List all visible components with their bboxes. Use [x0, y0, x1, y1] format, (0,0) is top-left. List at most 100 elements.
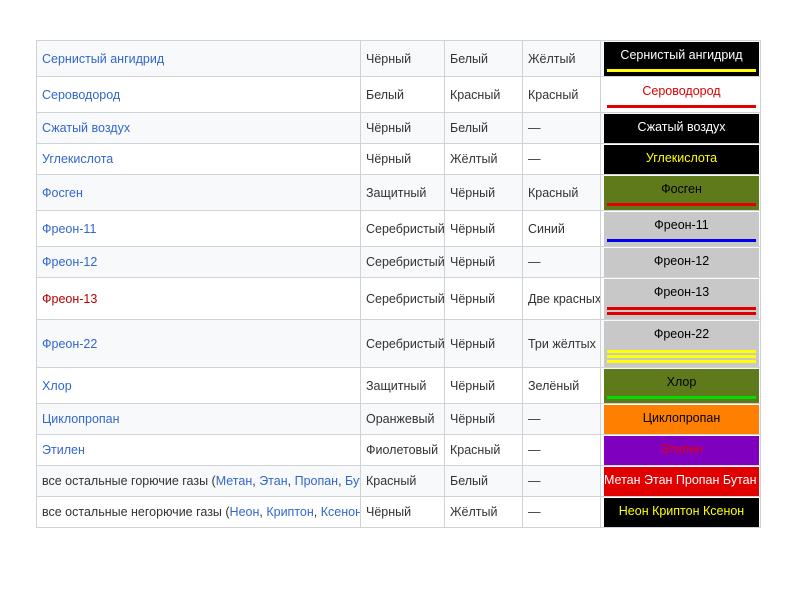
color-sample-label: Сероводород — [642, 83, 721, 98]
color-sample-cell: Сернистый ангидрид — [600, 40, 761, 77]
color-sample: Фреон-12 — [604, 247, 759, 277]
gas-name-link[interactable]: Ксенон — [320, 505, 361, 519]
stripe-color-cell: — — [522, 434, 601, 466]
paint-color-cell: Красный — [360, 465, 445, 497]
color-sample-label: Фреон-11 — [654, 217, 709, 232]
gas-name-cell: Этилен — [36, 434, 361, 466]
color-sample-label: Сжатый воздух — [637, 120, 726, 134]
link-separator: , — [338, 474, 346, 488]
gas-name-link[interactable]: Фреон-11 — [42, 221, 97, 236]
gas-name-link[interactable]: Фреон-12 — [42, 255, 98, 269]
gas-name-link[interactable]: Пропан — [294, 474, 339, 488]
table-row: Фреон-13 Серебристый Чёрный Две красных Фрео… — [36, 277, 761, 320]
gas-name-cell: Фреон-12 — [36, 246, 361, 278]
gas-name-link[interactable]: Метан — [215, 474, 253, 488]
color-sample-label: Хлор — [666, 374, 697, 389]
paint-color-cell: Серебристый — [360, 210, 445, 247]
table-row: все остальные негорючие газы (Неон, Крип… — [36, 496, 761, 528]
text-color-cell: Белый — [444, 112, 523, 144]
stripe-color-cell: Три жёлтых — [522, 319, 601, 368]
table-row: Углекислота Чёрный Жёлтый — Углекислота — [36, 143, 761, 175]
stripe-color-cell: — — [522, 246, 601, 278]
color-sample-cell: Фреон-22 — [600, 319, 761, 368]
color-sample-cell: Фреон-11 — [600, 210, 761, 247]
gas-name-link[interactable]: Этилен — [42, 443, 85, 457]
gas-name-link[interactable]: Бутан — [345, 474, 360, 488]
gas-name-link[interactable]: Фосген — [42, 185, 83, 200]
table-row: Фреон-11 Серебристый Чёрный Синий Фреон-11 — [36, 210, 761, 247]
color-sample-stripe — [607, 349, 756, 353]
color-sample-cell: Фосген — [600, 174, 761, 211]
table-row: Этилен Фиолетовый Красный — Этилен — [36, 434, 761, 466]
color-sample-stripe — [607, 306, 756, 310]
gas-name-link[interactable]: Неон — [229, 505, 260, 519]
color-sample-stripe — [607, 359, 756, 363]
color-sample-label: Сернистый ангидрид — [620, 47, 743, 62]
text-color-cell: Чёрный — [444, 403, 523, 435]
text-color-cell: Чёрный — [444, 210, 523, 247]
color-sample-label: Фреон-22 — [653, 326, 710, 341]
gas-name-link[interactable]: Фреон-22 — [42, 336, 98, 351]
table-row: Сернистый ангидрид Чёрный Белый Жёлтый Серни… — [36, 40, 761, 77]
color-sample-cell: Фреон-12 — [600, 246, 761, 278]
gas-name-link[interactable]: Циклопропан — [42, 412, 120, 426]
gas-name-link[interactable]: Криптон — [266, 505, 314, 519]
text-color-cell: Чёрный — [444, 174, 523, 211]
text-color-cell: Жёлтый — [444, 496, 523, 528]
gas-name-link[interactable]: Сернистый ангидрид — [42, 51, 165, 66]
color-sample: Метан Этан Пропан Бутан МАФ — [604, 466, 760, 496]
color-sample: Неон Криптон Ксенон — [604, 497, 759, 527]
table-row: Сероводород Белый Красный Красный Сероводоро… — [36, 76, 761, 113]
text-color-cell: Белый — [444, 465, 523, 497]
paint-color-cell: Чёрный — [360, 143, 445, 175]
gas-name-link[interactable]: Хлор — [42, 378, 72, 393]
gas-name-cell: Циклопропан — [36, 403, 361, 435]
gas-name-cell: Сернистый ангидрид — [36, 40, 361, 77]
text-color-cell: Чёрный — [444, 277, 523, 320]
paint-color-cell: Серебристый — [360, 277, 445, 320]
paint-color-cell: Фиолетовый — [360, 434, 445, 466]
gas-name-link[interactable]: Сжатый воздух — [42, 121, 131, 135]
stripe-color-cell: — — [522, 403, 601, 435]
gas-name-cell: Фосген — [36, 174, 361, 211]
color-sample-stripe — [607, 354, 756, 358]
paint-color-cell: Чёрный — [360, 496, 445, 528]
text-color-cell: Чёрный — [444, 246, 523, 278]
color-sample: Фреон-11 — [604, 211, 759, 246]
text-color-cell: Белый — [444, 40, 523, 77]
text-color-cell: Красный — [444, 434, 523, 466]
gas-name-cell: все остальные горючие газы (Метан, Этан,… — [36, 465, 361, 497]
color-sample-cell: Неон Криптон Ксенон — [600, 496, 761, 528]
stripe-color-cell: Красный — [522, 174, 601, 211]
gas-name-link[interactable]: Углекислота — [42, 152, 114, 166]
paint-color-cell: Белый — [360, 76, 445, 113]
color-sample-label: Метан Этан Пропан Бутан МАФ — [604, 473, 760, 487]
color-sample-cell: Циклопропан — [600, 403, 761, 435]
table-row: Фосген Защитный Чёрный Красный Фосген — [36, 174, 761, 211]
paint-color-cell: Чёрный — [360, 112, 445, 144]
text-color-cell: Жёлтый — [444, 143, 523, 175]
color-sample: Хлор — [604, 368, 759, 403]
gas-name-cell: Фреон-13 — [36, 277, 361, 320]
color-sample-cell: Метан Этан Пропан Бутан МАФ — [600, 465, 761, 497]
gas-name-cell: Сжатый воздух — [36, 112, 361, 144]
stripe-color-cell: Жёлтый — [522, 40, 601, 77]
gas-name-link[interactable]: Этан — [259, 474, 288, 488]
color-sample-cell: Углекислота — [600, 143, 761, 175]
gas-name-cell: Хлор — [36, 367, 361, 404]
stripe-color-cell: — — [522, 496, 601, 528]
color-sample-cell: Фреон-13 — [600, 277, 761, 320]
gas-name-link[interactable]: Фреон-13 — [42, 291, 98, 306]
gas-name-link[interactable]: Сероводород — [42, 87, 121, 102]
color-sample-label: Этилен — [660, 442, 703, 456]
link-separator: , — [252, 474, 260, 488]
color-sample-label: Углекислота — [645, 151, 718, 165]
table-row: Сжатый воздух Чёрный Белый — Сжатый воздух — [36, 112, 761, 144]
color-sample-stripe — [607, 395, 756, 399]
gas-name-cell: Углекислота — [36, 143, 361, 175]
table-row: все остальные горючие газы (Метан, Этан,… — [36, 465, 761, 497]
color-sample-stripe — [607, 311, 756, 315]
color-sample-label: Циклопропан — [642, 411, 721, 425]
stripe-color-cell: — — [522, 112, 601, 144]
table-row: Фреон-22 Серебристый Чёрный Три жёлтых Фреон… — [36, 319, 761, 368]
